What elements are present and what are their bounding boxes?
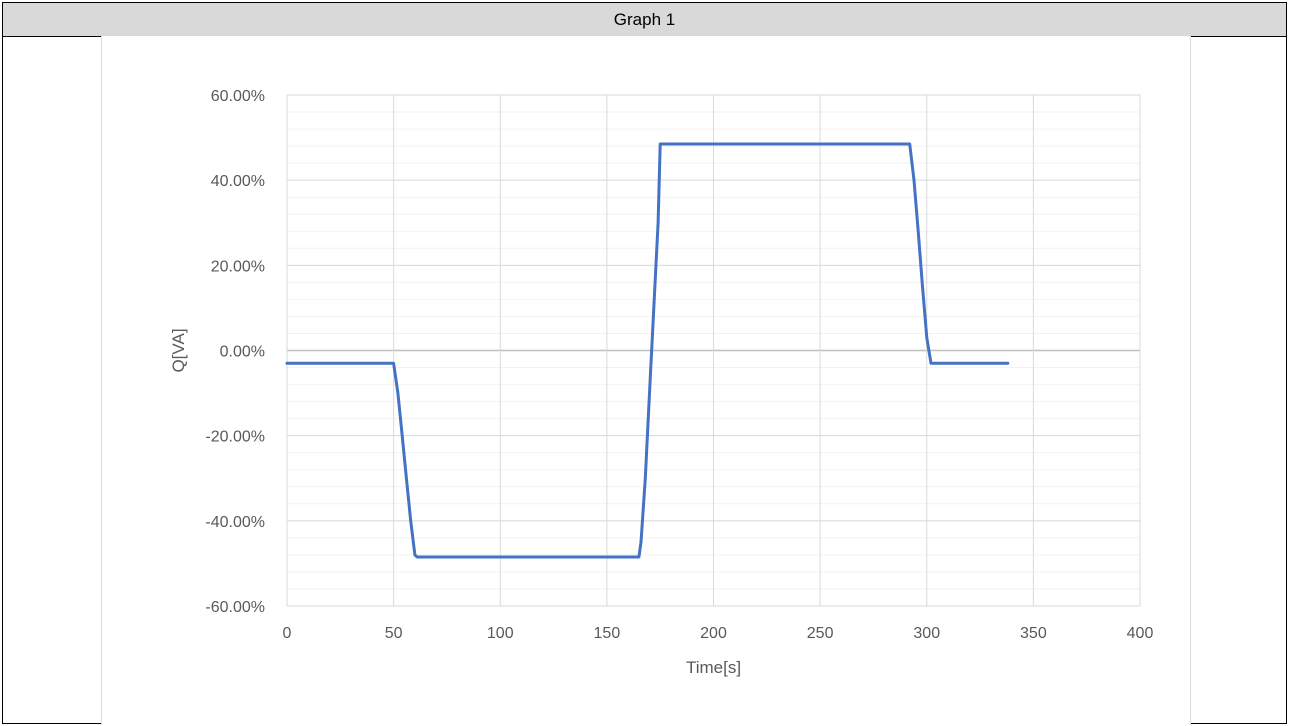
y-tick-label: -20.00% (205, 429, 265, 446)
chart-area: 60.00% 40.00% 20.00% 0.00% -20.00% -40.00% -60… (101, 35, 1191, 725)
x-tick-label: 150 (594, 625, 621, 642)
x-tick-label: 300 (913, 625, 940, 642)
y-tick-label: 0.00% (220, 344, 265, 361)
series-line (285, 142, 1010, 559)
y-tick-label: -60.00% (205, 599, 265, 616)
x-tick-label: 0 (283, 625, 292, 642)
graph-title: Graph 1 (613, 9, 676, 29)
x-tick-label: 250 (807, 625, 834, 642)
x-axis-title: Time[s] (686, 658, 741, 677)
y-tick-label: 60.00% (211, 88, 265, 105)
y-axis-title: Q[VA] (169, 328, 188, 372)
y-tick-label: 20.00% (211, 258, 265, 275)
y-tick-label: -40.00% (205, 514, 265, 531)
y-tick-label: 40.00% (211, 173, 265, 190)
x-tick-label: 200 (700, 625, 727, 642)
graph-header: Graph 1 (3, 3, 1286, 37)
x-tick-label: 100 (487, 625, 514, 642)
x-tick-label: 50 (385, 625, 403, 642)
line-chart: 60.00% 40.00% 20.00% 0.00% -20.00% -40.00% -60… (169, 88, 1154, 677)
x-tick-label: 350 (1020, 625, 1047, 642)
x-tick-label: 400 (1127, 625, 1154, 642)
